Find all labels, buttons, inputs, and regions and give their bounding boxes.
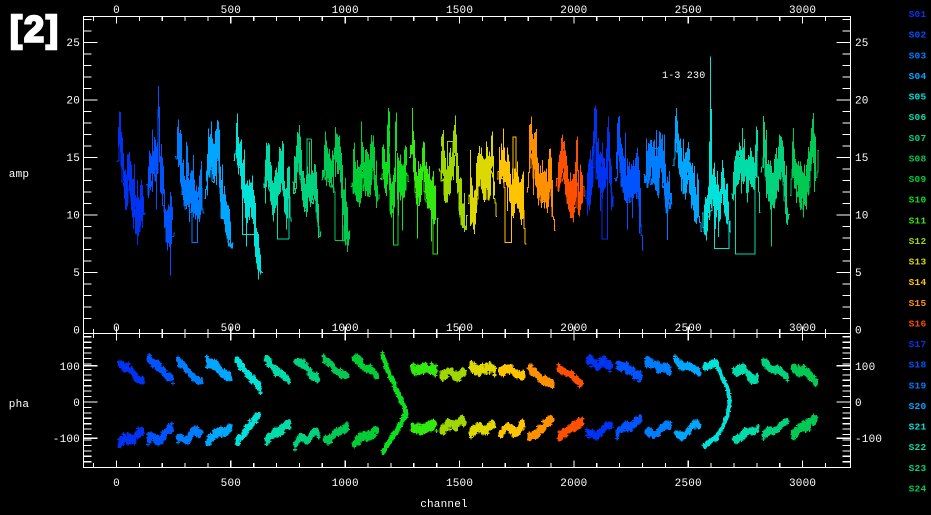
svg-text:[2]: [2] bbox=[10, 9, 60, 50]
svg-text:S17: S17 bbox=[909, 339, 927, 350]
svg-text:5: 5 bbox=[73, 268, 80, 280]
svg-text:20: 20 bbox=[855, 96, 869, 108]
svg-text:10: 10 bbox=[66, 211, 80, 223]
svg-text:2500: 2500 bbox=[675, 478, 702, 490]
svg-text:S18: S18 bbox=[909, 360, 927, 371]
svg-text:1500: 1500 bbox=[446, 5, 473, 17]
svg-text:100: 100 bbox=[855, 362, 875, 374]
svg-text:S02: S02 bbox=[909, 30, 927, 41]
svg-text:15: 15 bbox=[855, 153, 869, 165]
svg-text:S06: S06 bbox=[909, 112, 927, 123]
svg-text:S01: S01 bbox=[909, 9, 927, 20]
svg-text:-100: -100 bbox=[855, 434, 882, 446]
svg-text:S08: S08 bbox=[909, 153, 927, 164]
svg-text:S07: S07 bbox=[909, 133, 927, 144]
svg-text:500: 500 bbox=[221, 323, 241, 335]
svg-text:25: 25 bbox=[66, 38, 80, 50]
svg-text:S12: S12 bbox=[909, 236, 927, 247]
svg-text:2000: 2000 bbox=[560, 5, 587, 17]
svg-text:S11: S11 bbox=[909, 215, 927, 226]
svg-text:S14: S14 bbox=[909, 277, 927, 288]
svg-text:S15: S15 bbox=[909, 298, 927, 309]
svg-text:0: 0 bbox=[855, 398, 862, 410]
svg-text:500: 500 bbox=[221, 5, 241, 17]
svg-text:S13: S13 bbox=[909, 257, 927, 268]
svg-text:1000: 1000 bbox=[332, 323, 359, 335]
svg-text:pha: pha bbox=[9, 399, 30, 411]
svg-text:3000: 3000 bbox=[789, 5, 816, 17]
svg-text:0: 0 bbox=[113, 478, 120, 490]
svg-text:3000: 3000 bbox=[789, 323, 816, 335]
svg-text:1000: 1000 bbox=[332, 5, 359, 17]
svg-text:S24: S24 bbox=[909, 483, 927, 494]
svg-text:S23: S23 bbox=[909, 463, 927, 474]
svg-text:1500: 1500 bbox=[446, 478, 473, 490]
svg-text:0: 0 bbox=[855, 326, 862, 338]
svg-text:2500: 2500 bbox=[675, 5, 702, 17]
svg-text:S16: S16 bbox=[909, 318, 927, 329]
svg-text:2000: 2000 bbox=[560, 323, 587, 335]
svg-text:15: 15 bbox=[66, 153, 80, 165]
svg-text:S19: S19 bbox=[909, 380, 927, 391]
svg-text:25: 25 bbox=[855, 38, 869, 50]
svg-text:0: 0 bbox=[113, 5, 120, 17]
svg-text:20: 20 bbox=[66, 96, 80, 108]
svg-text:0: 0 bbox=[73, 398, 80, 410]
svg-text:100: 100 bbox=[60, 362, 80, 374]
svg-text:-100: -100 bbox=[53, 434, 80, 446]
svg-text:5: 5 bbox=[855, 268, 862, 280]
svg-text:0: 0 bbox=[113, 323, 120, 335]
svg-text:2000: 2000 bbox=[560, 478, 587, 490]
svg-text:S22: S22 bbox=[909, 442, 927, 453]
svg-text:channel: channel bbox=[420, 499, 468, 511]
svg-text:1-3 230: 1-3 230 bbox=[662, 71, 705, 82]
svg-text:S10: S10 bbox=[909, 195, 927, 206]
svg-text:2500: 2500 bbox=[675, 323, 702, 335]
svg-text:amp: amp bbox=[9, 169, 29, 181]
svg-text:S04: S04 bbox=[909, 71, 927, 82]
svg-text:0: 0 bbox=[73, 326, 80, 338]
svg-text:S20: S20 bbox=[909, 401, 927, 412]
svg-text:S09: S09 bbox=[909, 174, 927, 185]
svg-text:S21: S21 bbox=[909, 422, 927, 433]
svg-text:3000: 3000 bbox=[789, 478, 816, 490]
svg-text:10: 10 bbox=[855, 211, 869, 223]
svg-text:1500: 1500 bbox=[446, 323, 473, 335]
svg-text:S03: S03 bbox=[909, 50, 927, 61]
svg-text:S05: S05 bbox=[909, 92, 927, 103]
svg-text:500: 500 bbox=[221, 478, 241, 490]
svg-text:1000: 1000 bbox=[332, 478, 359, 490]
